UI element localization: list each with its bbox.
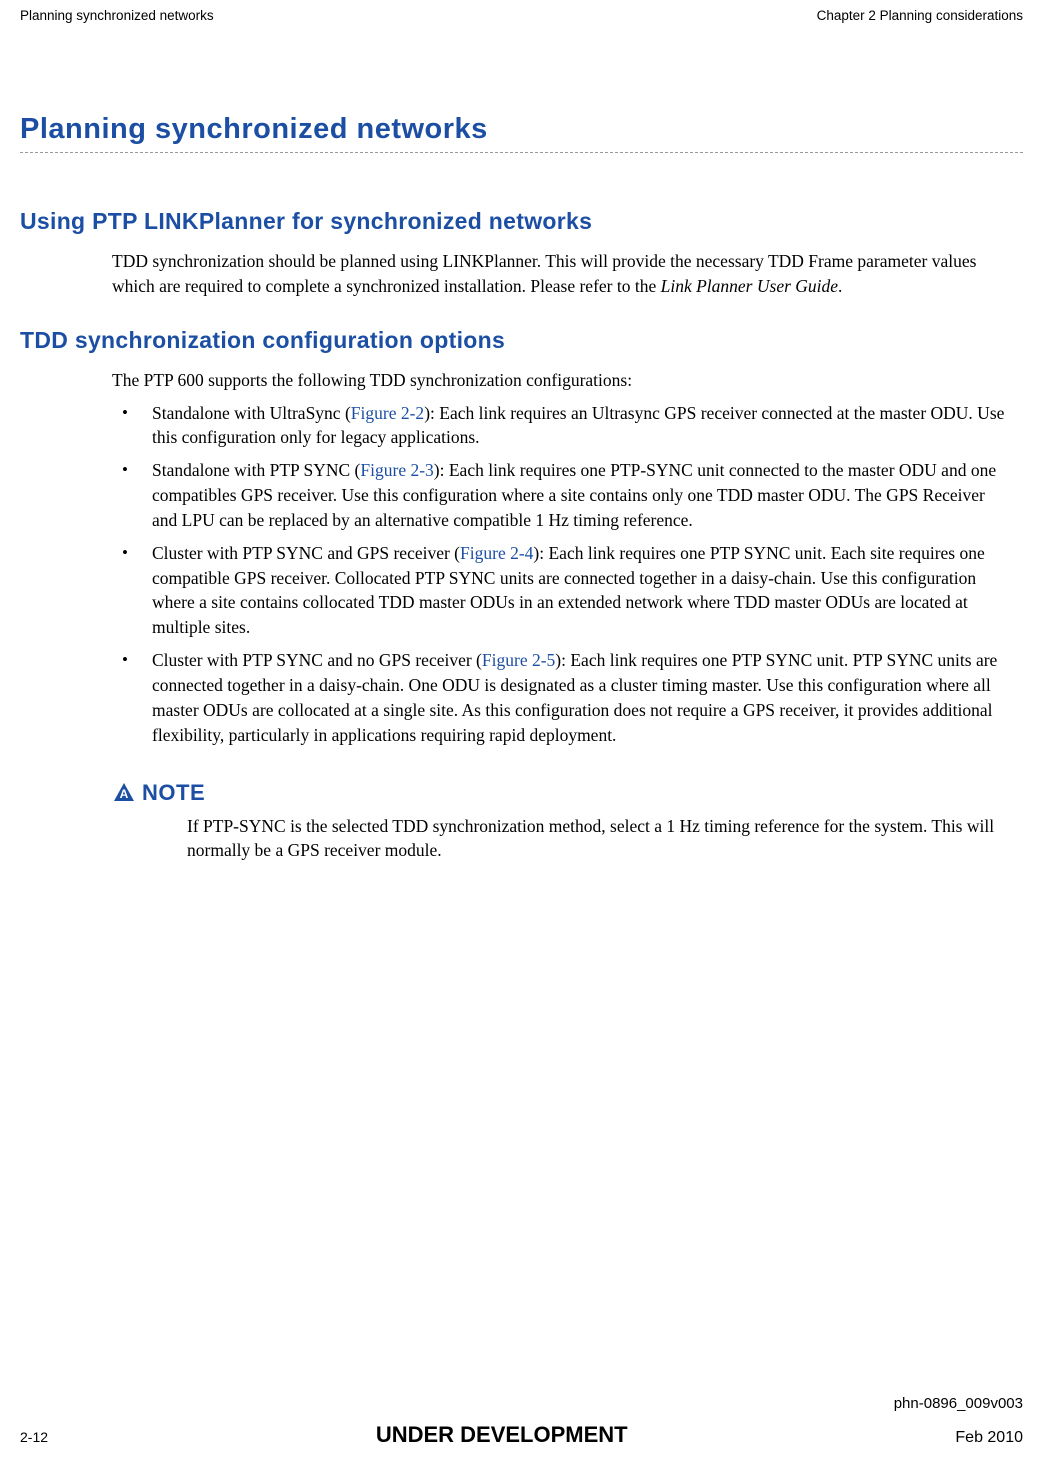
section2-intro: The PTP 600 supports the following TDD s… [112, 368, 1008, 393]
footer-date: Feb 2010 [955, 1429, 1023, 1447]
page-footer: phn-0896_009v003 2-12 UNDER DEVELOPMENT … [20, 1395, 1023, 1448]
list-item: Cluster with PTP SYNC and no GPS receive… [112, 648, 1013, 747]
list-item: Standalone with UltraSync (Figure 2-2): … [112, 401, 1013, 451]
section1-body-post: . [838, 276, 842, 296]
page-number: 2-12 [20, 1429, 48, 1445]
note-header: A NOTE [112, 780, 1008, 806]
section1-heading: Using PTP LINKPlanner for synchronized n… [20, 208, 1023, 235]
section2-heading: TDD synchronization configuration option… [20, 327, 1023, 354]
section1-body-pre: TDD synchronization should be planned us… [112, 251, 976, 296]
section1-body: TDD synchronization should be planned us… [112, 249, 1008, 299]
svg-text:A: A [120, 787, 129, 801]
main-heading: Planning synchronized networks [20, 113, 1023, 146]
section1-body-italic: Link Planner User Guide [661, 276, 838, 296]
config-options-list: Standalone with UltraSync (Figure 2-2): … [112, 401, 1013, 748]
list-item: Cluster with PTP SYNC and GPS receiver (… [112, 541, 1013, 640]
note-text: If PTP-SYNC is the selected TDD synchron… [187, 814, 1008, 864]
bullet-pre: Cluster with PTP SYNC and GPS receiver ( [152, 543, 460, 563]
footer-row: 2-12 UNDER DEVELOPMENT Feb 2010 [20, 1422, 1023, 1448]
bullet-pre: Standalone with UltraSync ( [152, 403, 351, 423]
header-right: Chapter 2 Planning considerations [817, 8, 1023, 23]
note-block: A NOTE If PTP-SYNC is the selected TDD s… [112, 780, 1008, 864]
header-left: Planning synchronized networks [20, 8, 214, 23]
page-header: Planning synchronized networks Chapter 2… [20, 8, 1023, 23]
bullet-pre: Cluster with PTP SYNC and no GPS receive… [152, 650, 482, 670]
doc-number: phn-0896_009v003 [20, 1395, 1023, 1412]
bullet-pre: Standalone with PTP SYNC ( [152, 460, 360, 480]
figure-link[interactable]: Figure 2-3 [360, 460, 433, 480]
note-warning-icon: A [112, 781, 136, 805]
figure-link[interactable]: Figure 2-5 [482, 650, 555, 670]
figure-link[interactable]: Figure 2-2 [351, 403, 424, 423]
heading-divider [20, 152, 1023, 153]
under-development-label: UNDER DEVELOPMENT [376, 1422, 628, 1448]
list-item: Standalone with PTP SYNC (Figure 2-3): E… [112, 458, 1013, 533]
note-label: NOTE [142, 780, 205, 806]
figure-link[interactable]: Figure 2-4 [460, 543, 533, 563]
